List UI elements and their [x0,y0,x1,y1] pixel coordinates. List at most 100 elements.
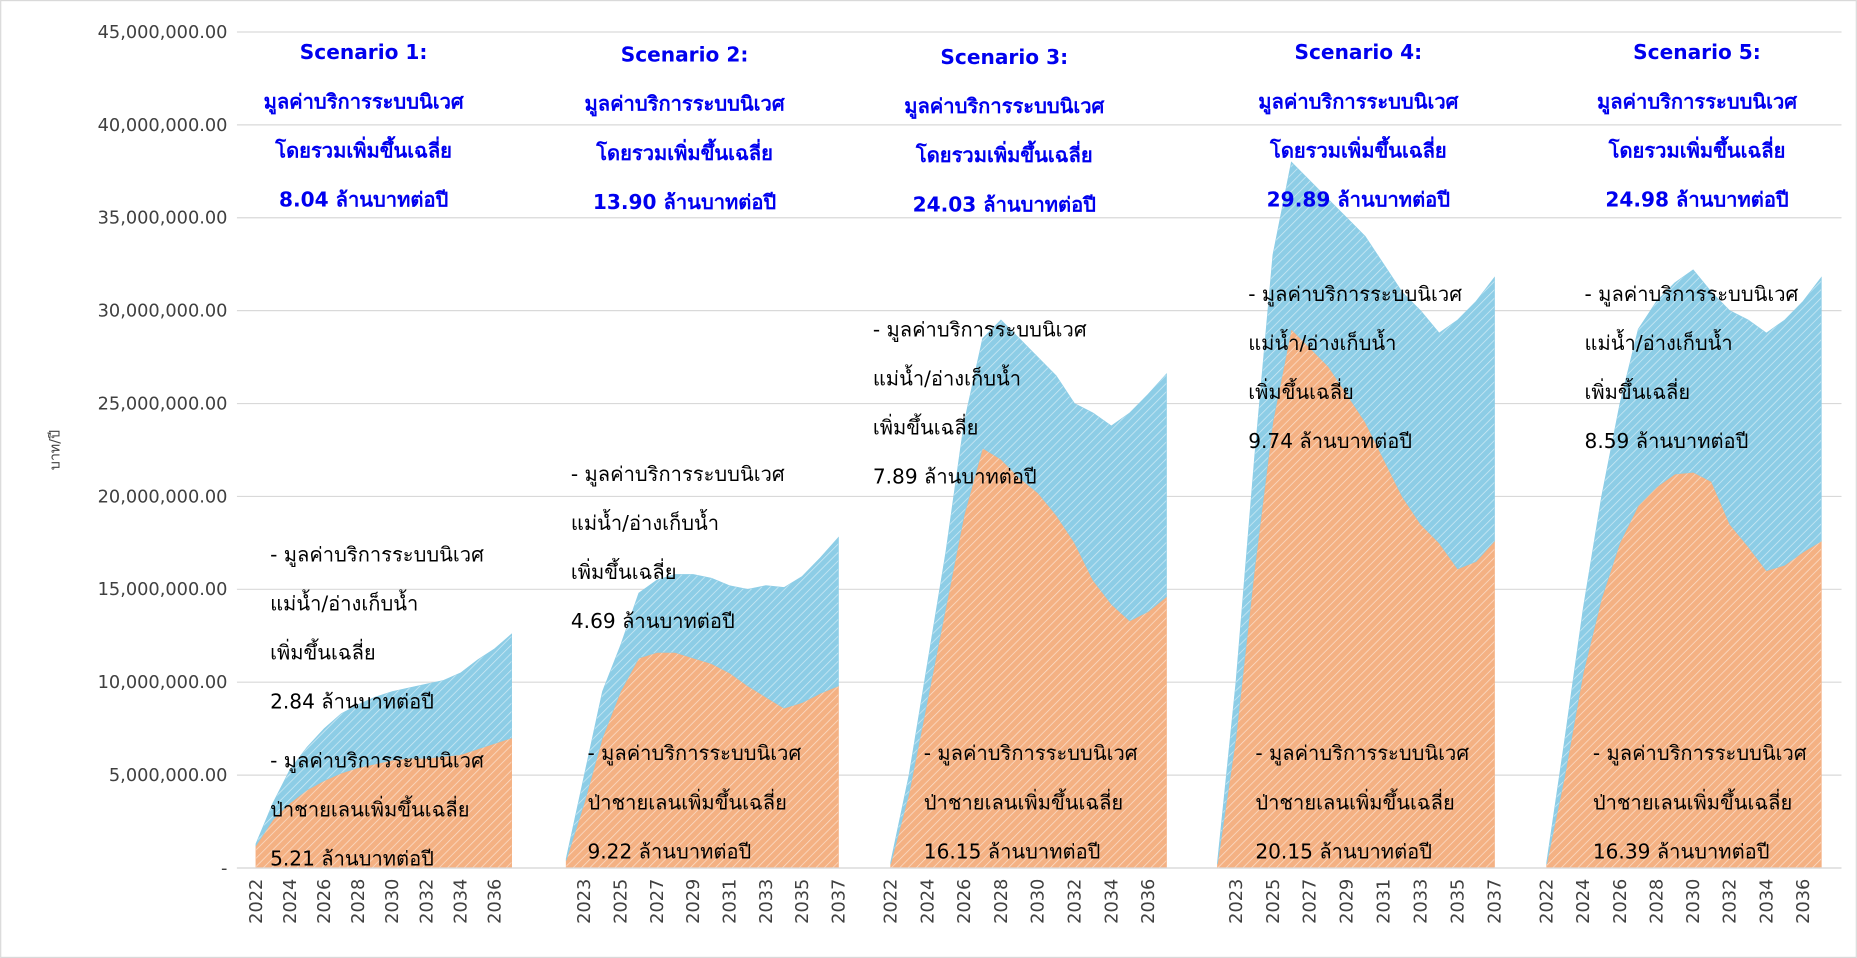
annotation: ป่าชายเลนเพิ่มขึ้นเฉลี่ย [924,788,1123,814]
y-tick-label: 30,000,000.00 [98,302,228,322]
x-tick-label: 2031 [720,879,740,924]
x-tick-label: 2031 [1375,879,1395,924]
x-tick-label: 2033 [1412,879,1432,924]
x-tick-label: 2028 [1647,879,1667,924]
annotation: - มูลค่าบริการระบบนิเวศ [873,317,1087,342]
annotation: - มูลค่าบริการระบบนิเวศ [1593,741,1807,766]
annotation: แม่น้ำ/อ่างเก็บน้ำ [1248,329,1396,355]
x-tick-label: 2024 [281,879,301,924]
x-tick-label: 2032 [1065,879,1085,924]
x-tick-label: 2022 [1538,879,1558,924]
scenario-title: 29.89 ล้านบาทต่อปี [1267,188,1450,212]
x-tick-label: 2036 [1794,879,1814,924]
annotation: แม่น้ำ/อ่างเก็บน้ำ [1585,329,1733,355]
x-tick-label: 2027 [648,879,668,924]
y-tick-label: - [221,859,227,879]
x-tick-label: 2022 [247,879,267,924]
scenario-title: Scenario 2: [621,43,749,67]
annotation: 7.89 ล้านบาทต่อปี [873,465,1037,489]
x-tick-label: 2030 [383,879,403,924]
x-tick-label: 2035 [1449,879,1469,924]
annotation: ป่าชายเลนเพิ่มขึ้นเฉลี่ย [1593,788,1792,814]
annotation: เพิ่มขึ้นเฉลี่ย [270,639,376,665]
annotation: 9.22 ล้านบาทต่อปี [587,840,751,864]
x-tick-label: 2034 [1757,879,1777,924]
y-tick-label: 25,000,000.00 [98,394,228,414]
scenario-title: Scenario 3: [940,45,1068,69]
x-tick-label: 2037 [829,879,849,924]
x-tick-label: 2025 [612,879,632,924]
scenario-title: โดยรวมเพิ่มขึ้นเฉลี่ย [1269,135,1447,162]
scenario-title: Scenario 1: [300,40,428,64]
scenario-title: โดยรวมเพิ่มขึ้นเฉลี่ย [915,140,1093,167]
scenario-title: Scenario 5: [1633,40,1761,64]
x-tick-label: 2036 [1139,879,1159,924]
x-tick-label: 2027 [1301,879,1321,924]
x-tick-label: 2029 [684,879,704,924]
scenario-title: มูลค่าบริการระบบนิเวศ [1597,89,1798,115]
x-tick-label: 2026 [1611,879,1631,924]
area [1217,161,1495,865]
y-tick-label: 10,000,000.00 [98,673,228,693]
scenario-title: โดยรวมเพิ่มขึ้นเฉลี่ย [274,135,452,162]
annotation: 2.84 ล้านบาทต่อปี [270,690,434,714]
x-tick-label: 2035 [793,879,813,924]
scenario-title: มูลค่าบริการระบบนิเวศ [264,89,465,115]
x-tick-label: 2032 [1721,879,1741,924]
scenario-title: 24.03 ล้านบาทต่อปี [913,192,1096,216]
x-tick-label: 2034 [1102,879,1122,924]
annotation: - มูลค่าบริการระบบนิเวศ [924,741,1138,766]
annotation: แม่น้ำ/อ่างเก็บน้ำ [571,509,719,535]
scenario-title: มูลค่าบริการระบบนิเวศ [584,92,785,118]
annotation: 16.15 ล้านบาทต่อปี [924,840,1101,864]
annotation: - มูลค่าบริการระบบนิเวศ [1255,741,1469,766]
y-tick-label: 20,000,000.00 [98,487,228,507]
area [1546,269,1822,865]
annotation: - มูลค่าบริการระบบนิเวศ [1248,282,1462,307]
scenario-title: โดยรวมเพิ่มขึ้นเฉลี่ย [595,138,773,165]
scenario-title: 8.04 ล้านบาทต่อปี [279,188,448,212]
annotation: ป่าชายเลนเพิ่มขึ้นเฉลี่ย [587,788,786,814]
y-tick-label: 45,000,000.00 [98,23,228,43]
annotation: 20.15 ล้านบาทต่อปี [1255,840,1432,864]
annotation: 8.59 ล้านบาทต่อปี [1585,429,1749,453]
annotation: แม่น้ำ/อ่างเก็บน้ำ [873,364,1021,390]
annotation: - มูลค่าบริการระบบนิเวศ [571,462,785,487]
annotation: เพิ่มขึ้นเฉลี่ย [571,558,677,584]
x-tick-label: 2026 [315,879,335,924]
y-tick-label: 40,000,000.00 [98,116,228,136]
x-tick-label: 2033 [757,879,777,924]
area [565,536,839,861]
annotation: ป่าชายเลนเพิ่มขึ้นเฉลี่ย [1255,788,1454,814]
x-tick-label: 2036 [486,879,506,924]
x-tick-label: 2030 [1684,879,1704,924]
x-tick-label: 2023 [1227,879,1247,924]
x-tick-label: 2037 [1485,879,1505,924]
annotation: เพิ่มขึ้นเฉลี่ย [1248,378,1354,404]
annotation: แม่น้ำ/อ่างเก็บน้ำ [270,589,418,615]
annotation: - มูลค่าบริการระบบนิเวศ [270,542,484,567]
annotation: 4.69 ล้านบาทต่อปี [571,609,735,633]
scenario-title: มูลค่าบริการระบบนิเวศ [904,94,1105,120]
annotation: ป่าชายเลนเพิ่มขึ้นเฉลี่ย [270,795,469,821]
x-tick-label: 2023 [575,879,595,924]
x-tick-label: 2034 [451,879,471,924]
area [255,633,512,847]
annotation: - มูลค่าบริการระบบนิเวศ [1585,282,1799,307]
x-tick-label: 2032 [417,879,437,924]
annotation: - มูลค่าบริการระบบนิเวศ [587,741,801,766]
x-tick-label: 2030 [1029,879,1049,924]
x-tick-label: 2022 [882,879,902,924]
scenario-title: 24.98 ล้านบาทต่อปี [1605,188,1788,212]
x-tick-label: 2024 [918,879,938,924]
x-tick-label: 2025 [1264,879,1284,924]
annotation: 9.74 ล้านบาทต่อปี [1248,429,1412,453]
x-tick-label: 2029 [1338,879,1358,924]
y-tick-label: 5,000,000.00 [109,766,228,786]
annotation: 5.21 ล้านบาทต่อปี [270,847,434,871]
scenario-title: 13.90 ล้านบาทต่อปี [593,190,776,214]
y-tick-label: 15,000,000.00 [98,580,228,600]
